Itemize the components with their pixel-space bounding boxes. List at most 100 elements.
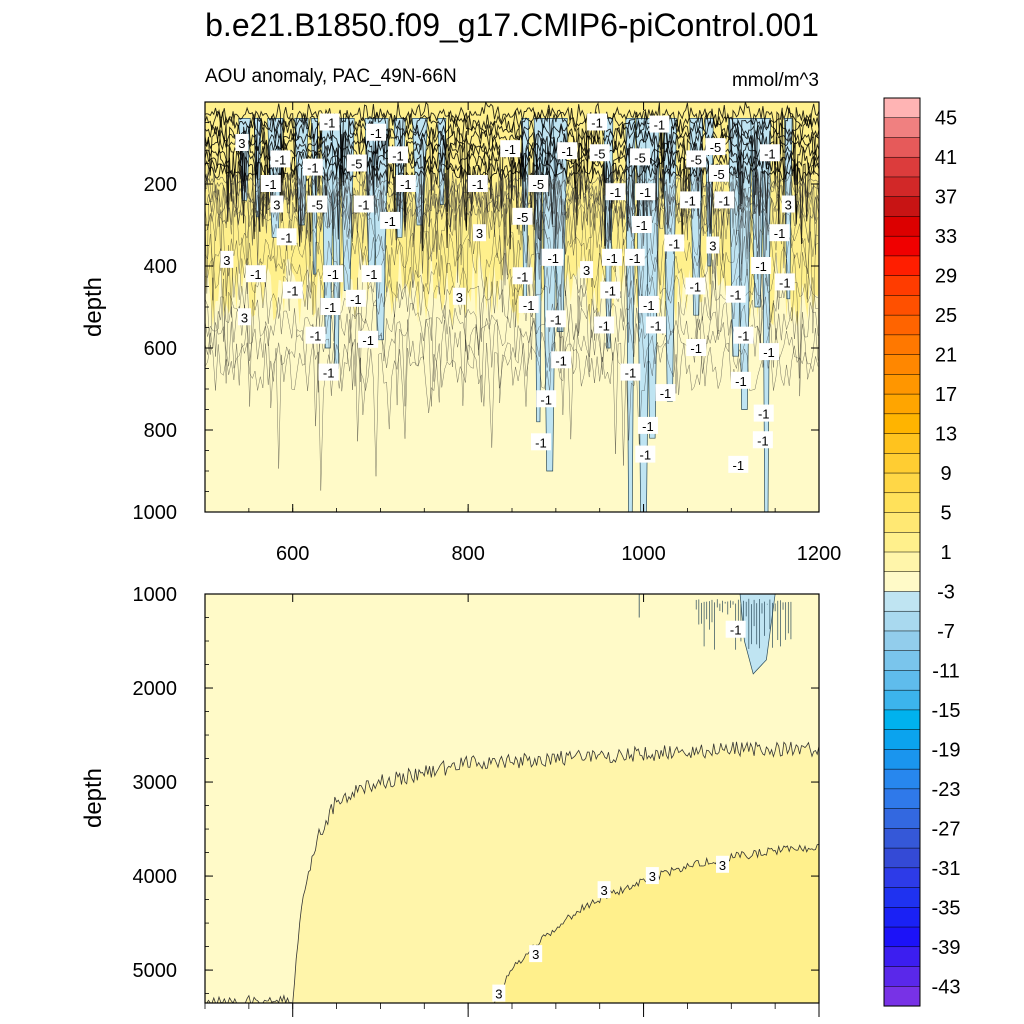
x-tick-label: 800 xyxy=(451,543,484,565)
svg-text:-1: -1 xyxy=(654,118,666,133)
svg-text:-1: -1 xyxy=(730,288,742,303)
contour-label: -1 xyxy=(270,150,291,168)
contour-label: 3 xyxy=(529,945,543,963)
colorbar-box xyxy=(883,749,921,770)
colorbar-box xyxy=(883,374,921,395)
svg-text:-1: -1 xyxy=(400,177,412,192)
svg-text:-5: -5 xyxy=(594,146,606,161)
figure-title: b.e21.B1850.f09_g17.CMIP6-piControl.001 xyxy=(205,7,819,43)
svg-text:3: 3 xyxy=(583,263,590,278)
contour-label: -1 xyxy=(728,455,749,473)
svg-text:-1: -1 xyxy=(758,407,770,422)
colorbar-label: 41 xyxy=(935,147,957,169)
svg-text:-5: -5 xyxy=(311,198,323,213)
contour-label: -1 xyxy=(282,281,303,299)
upper-panel: AOU anomaly, PAC_49N-66N mmol/m^3 3 -1 -1 -… xyxy=(80,66,841,565)
colorbar-box xyxy=(883,551,921,573)
svg-text:-1: -1 xyxy=(550,312,562,327)
svg-text:-1: -1 xyxy=(668,236,680,251)
contour-line xyxy=(205,274,819,393)
contour-label: 3 xyxy=(235,134,249,151)
colorbar-label: 21 xyxy=(935,345,957,367)
colorbar-box xyxy=(883,689,921,711)
svg-text:3: 3 xyxy=(456,290,463,305)
contour-label: -1 xyxy=(530,433,551,451)
colorbar-box xyxy=(883,591,921,612)
contour-label: -1 xyxy=(759,144,780,162)
contour-label: -1 xyxy=(714,191,735,209)
svg-text:-1: -1 xyxy=(730,623,742,638)
contour-label: -1 xyxy=(635,183,656,201)
svg-text:3: 3 xyxy=(719,858,726,873)
contour-label: -1 xyxy=(751,257,772,274)
negative-column xyxy=(541,118,558,472)
y-tick-label: 1000 xyxy=(133,584,178,606)
contour-label: -1 xyxy=(730,371,751,389)
lower-panel: -1 3 3 3 3 3 1000 2000 3000 4000 5000 depth xyxy=(80,584,820,1017)
contour-label: -1 xyxy=(545,310,566,328)
contour-label: -1 xyxy=(601,248,622,266)
contour-label: -1 xyxy=(395,175,416,192)
upper-plot-area xyxy=(205,102,819,512)
svg-text:-1: -1 xyxy=(604,284,616,299)
contour-label: -1 xyxy=(638,295,659,313)
colorbar-box xyxy=(883,966,921,987)
svg-text:3: 3 xyxy=(709,239,716,254)
colorbar-box xyxy=(883,492,921,514)
colorbar-label: -15 xyxy=(932,700,961,722)
contour-line xyxy=(205,115,819,203)
contour-label: -1 xyxy=(664,234,685,252)
colorbar-label: 25 xyxy=(935,305,957,327)
y-tick-label: 200 xyxy=(144,174,177,196)
colorbar-box xyxy=(883,117,921,139)
svg-text:-1: -1 xyxy=(323,366,335,381)
colorbar-box xyxy=(883,354,921,375)
y-tick-label: 5000 xyxy=(133,960,178,982)
svg-text:-1: -1 xyxy=(757,433,769,448)
contour-label: -1 xyxy=(753,404,774,422)
contour-label: -1 xyxy=(500,140,521,158)
svg-text:3: 3 xyxy=(476,226,483,241)
contour-label: -1 xyxy=(380,211,401,229)
svg-text:-1: -1 xyxy=(684,193,696,208)
colorbar-box xyxy=(883,216,921,237)
colorbar-label: 5 xyxy=(940,503,951,525)
contour-line xyxy=(205,341,819,491)
contour-label: 3 xyxy=(716,855,730,873)
contour-label: -1 xyxy=(685,277,706,295)
svg-text:-5: -5 xyxy=(634,150,646,165)
contour-label: -1 xyxy=(358,330,379,348)
contour-label: -1 xyxy=(594,316,615,334)
svg-text:-1: -1 xyxy=(640,448,652,463)
svg-text:-1: -1 xyxy=(764,146,776,161)
svg-text:-1: -1 xyxy=(640,185,652,200)
y-tick-label: 600 xyxy=(144,338,177,360)
svg-text:-1: -1 xyxy=(643,298,655,313)
svg-text:-1: -1 xyxy=(733,458,745,473)
contour-label: -5 xyxy=(528,175,549,192)
contour-label: -1 xyxy=(245,265,266,283)
contour-label: 3 xyxy=(492,984,506,1002)
contour-label: -1 xyxy=(620,363,641,381)
svg-text:-5: -5 xyxy=(351,157,363,172)
svg-text:-1: -1 xyxy=(535,435,547,450)
contour-label: -5 xyxy=(709,164,730,182)
svg-text:-1: -1 xyxy=(324,116,336,131)
contour-label: -5 xyxy=(630,148,651,166)
svg-text:-1: -1 xyxy=(310,329,322,344)
colorbar: 45 41 37 33 29 25 21 17 13 9 5 1 -3 -7 -11 -15 -19 -23 -27… xyxy=(883,97,961,1007)
colorbar-box xyxy=(883,255,921,277)
y-tick-label: 4000 xyxy=(133,866,178,888)
contour-label: -1 xyxy=(536,390,557,408)
svg-text:-1: -1 xyxy=(660,386,672,401)
contour-label: -1 xyxy=(361,265,382,283)
svg-text:-1: -1 xyxy=(598,318,610,333)
colorbar-box xyxy=(883,867,921,889)
colorbar-box xyxy=(883,472,921,494)
contour-label: -1 xyxy=(587,113,608,131)
contour-label: -1 xyxy=(600,281,621,299)
colorbar-box xyxy=(883,670,921,691)
contour-label: -1 xyxy=(318,363,339,381)
svg-text:-1: -1 xyxy=(523,298,535,313)
contour-label: -1 xyxy=(637,416,658,434)
